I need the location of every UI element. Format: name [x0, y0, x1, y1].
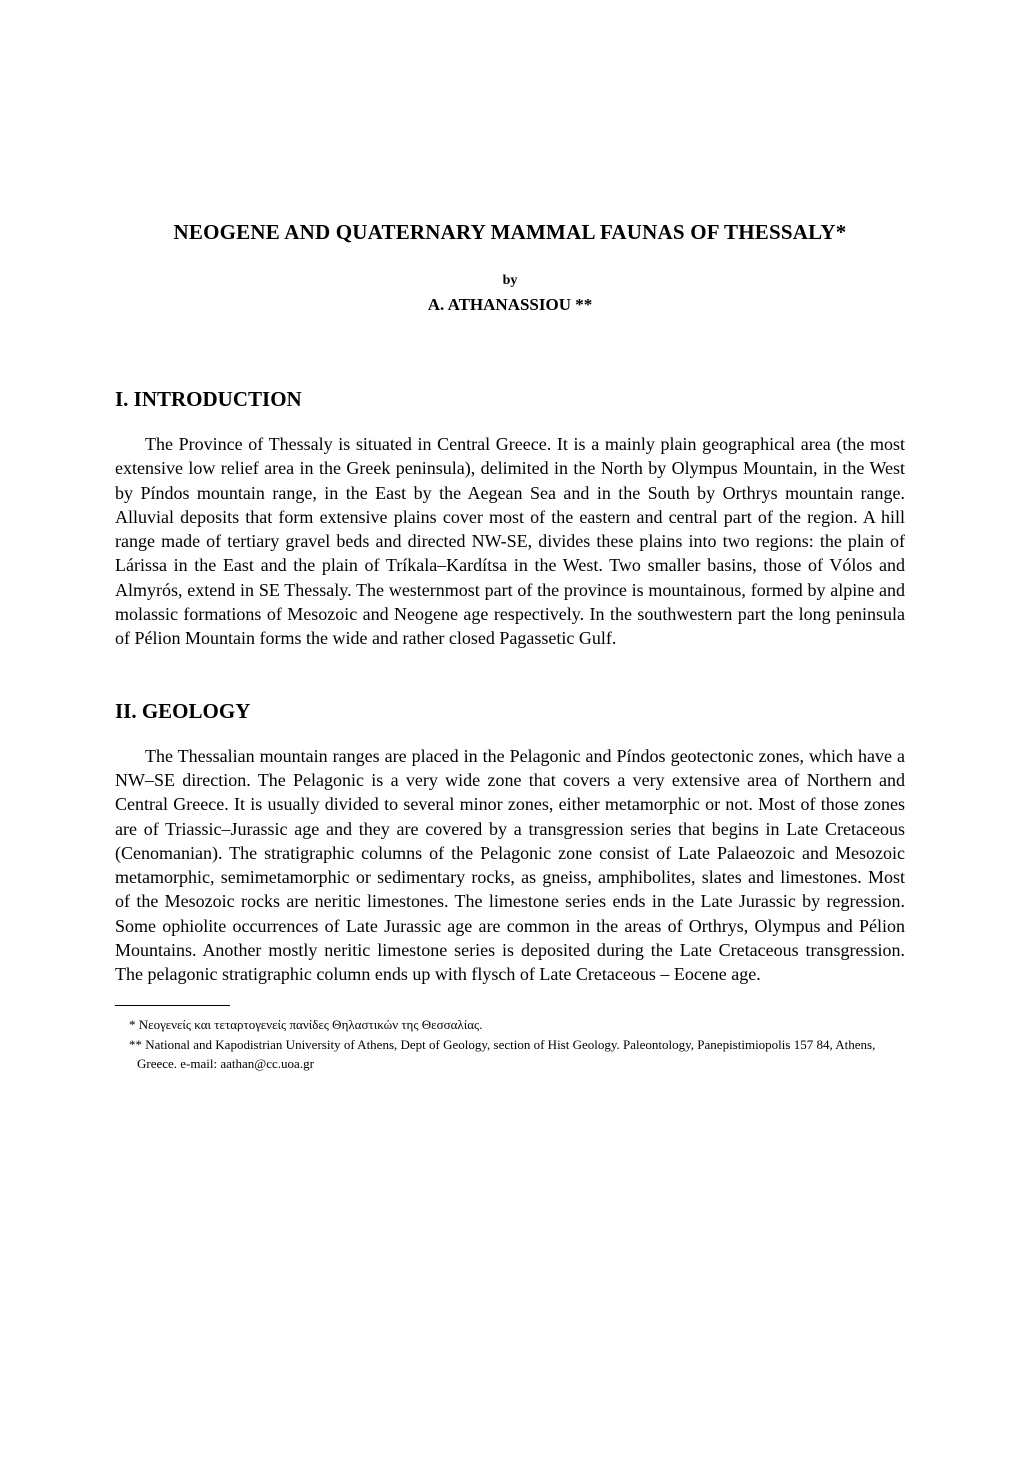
introduction-paragraph: The Province of Thessaly is situated in … — [115, 432, 905, 651]
footnote-divider — [115, 1005, 230, 1006]
author-name: A. ATHANASSIOU ** — [115, 295, 905, 315]
section-heading-introduction: I. INTRODUCTION — [115, 387, 905, 412]
by-label: by — [115, 273, 905, 289]
footnote-1: * Νεογενείς και τεταρτογενείς πανίδες Θη… — [115, 1016, 905, 1035]
section-heading-geology: II. GEOLOGY — [115, 699, 905, 724]
geology-paragraph: The Thessalian mountain ranges are place… — [115, 744, 905, 987]
footnote-2: ** National and Kapodistrian University … — [115, 1036, 905, 1074]
paper-title: NEOGENE AND QUATERNARY MAMMAL FAUNAS OF … — [115, 220, 905, 245]
